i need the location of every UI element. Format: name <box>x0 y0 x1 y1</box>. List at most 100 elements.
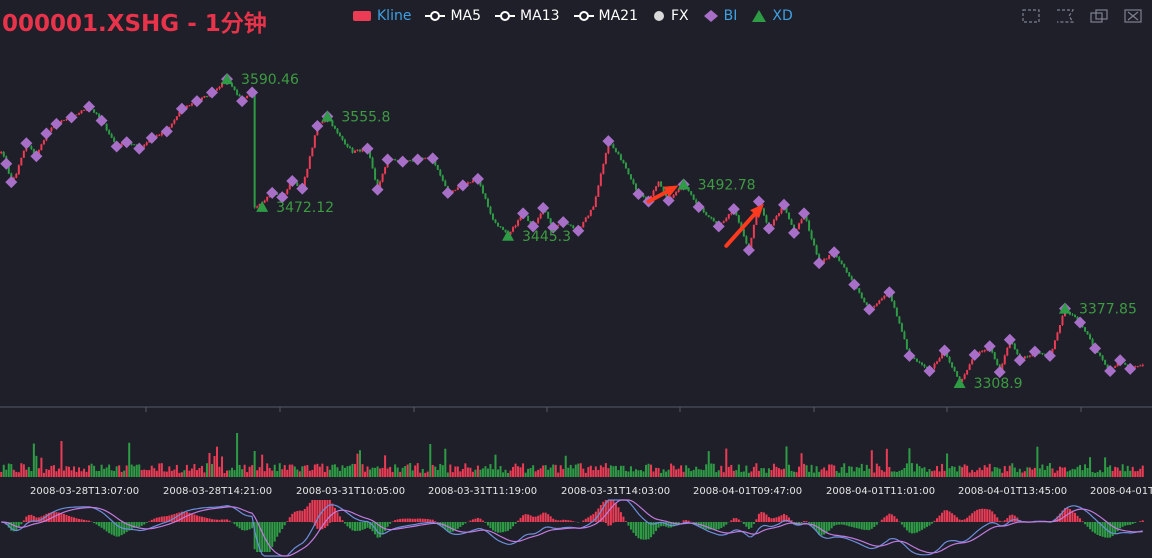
volume-bar <box>208 452 211 477</box>
candle-body <box>351 147 354 153</box>
macd-bar <box>1116 522 1119 532</box>
volume-bar <box>379 468 382 477</box>
macd-bar <box>321 500 324 530</box>
candle <box>494 219 497 224</box>
candle <box>913 357 916 360</box>
legend-kline[interactable]: Kline <box>352 8 411 24</box>
legend-ma5[interactable]: MA5 <box>425 8 481 24</box>
candle <box>238 93 241 97</box>
candle <box>439 168 442 177</box>
volume-bar <box>584 472 587 477</box>
macd-bar <box>238 522 241 529</box>
candle <box>173 119 176 125</box>
legend-ma13[interactable]: MA13 <box>495 8 560 24</box>
macd-bar <box>717 522 720 530</box>
zoom-button[interactable] <box>1020 6 1042 26</box>
volume-bar <box>996 467 999 477</box>
volume-bar <box>391 471 394 477</box>
macd-bar <box>557 520 560 522</box>
volume-bar <box>1139 468 1142 477</box>
candle-body <box>509 231 512 235</box>
macd-bar <box>246 522 249 531</box>
macd-bar <box>153 518 156 522</box>
candle <box>725 217 728 222</box>
volume-bar <box>913 471 916 477</box>
volume-bar <box>893 471 896 477</box>
candle <box>509 231 512 235</box>
volume-bar <box>160 463 163 477</box>
macd-bar <box>108 522 111 534</box>
volume-bar <box>760 468 763 477</box>
candle-body <box>504 229 507 233</box>
bi-marker <box>65 111 78 124</box>
legend-xd[interactable]: XD <box>751 8 793 24</box>
macd-bar <box>364 522 367 529</box>
macd-bar <box>451 522 454 532</box>
macd-bar <box>216 519 219 522</box>
candle <box>923 363 926 368</box>
macd-bar <box>948 511 951 522</box>
candle-body <box>120 143 123 147</box>
volume-bar <box>153 468 156 477</box>
volume-bar <box>951 466 954 477</box>
bi-marker <box>903 349 916 362</box>
candle-body <box>1091 339 1094 346</box>
candle-body <box>956 371 959 377</box>
macd-bar <box>12 522 15 532</box>
candle-body <box>677 189 680 192</box>
zoom-reset-button[interactable] <box>1054 6 1076 26</box>
volume-bar <box>968 472 971 477</box>
macd-bar <box>391 521 394 522</box>
candle <box>20 157 23 166</box>
volume-bar <box>376 466 379 477</box>
volume-bar <box>712 463 715 477</box>
candle-body <box>895 307 898 317</box>
macd-bar <box>213 519 216 522</box>
macd-bar <box>47 512 50 522</box>
volume-bar <box>1056 470 1059 477</box>
volume-bar <box>128 442 131 477</box>
volume-bar <box>1099 470 1102 477</box>
bi-marker <box>1114 354 1127 367</box>
fullscreen-button[interactable] <box>1122 6 1144 26</box>
candle-body <box>873 305 876 308</box>
bi-marker <box>1028 345 1041 358</box>
restore-button[interactable] <box>1088 6 1110 26</box>
candle-body <box>702 208 705 213</box>
volume-bar <box>667 469 670 477</box>
legend-fx[interactable]: FX <box>652 8 689 24</box>
candle <box>599 172 602 187</box>
legend-ma21[interactable]: MA21 <box>573 8 638 24</box>
candle <box>1084 327 1087 333</box>
candle-body <box>740 222 743 230</box>
volume-bar <box>158 463 161 477</box>
volume-bar <box>348 465 351 477</box>
macd-bar <box>855 522 858 529</box>
candle <box>333 125 336 130</box>
candle-body <box>808 220 811 231</box>
macd-bar <box>55 512 58 522</box>
candle <box>517 219 520 227</box>
volume-bar <box>725 448 728 477</box>
candle <box>815 244 818 255</box>
macd-bar <box>612 500 615 523</box>
volume-bar <box>140 470 143 477</box>
macd-bar <box>504 522 507 532</box>
macd-bar <box>805 521 808 522</box>
candle <box>175 116 178 121</box>
legend-bi[interactable]: BI <box>703 8 737 24</box>
candle <box>384 166 387 175</box>
macd-bar <box>567 520 570 522</box>
volume-bar <box>547 469 550 477</box>
bi-marker <box>993 366 1006 379</box>
volume-bar <box>113 470 116 477</box>
volume-bar <box>98 470 101 477</box>
volume-bar <box>1074 469 1077 477</box>
volume-bar <box>554 464 557 477</box>
volume-bar <box>602 467 605 477</box>
volume-bar <box>328 469 331 477</box>
candle-body <box>15 173 18 178</box>
candle-body <box>356 149 359 151</box>
macd-bar <box>895 518 898 522</box>
